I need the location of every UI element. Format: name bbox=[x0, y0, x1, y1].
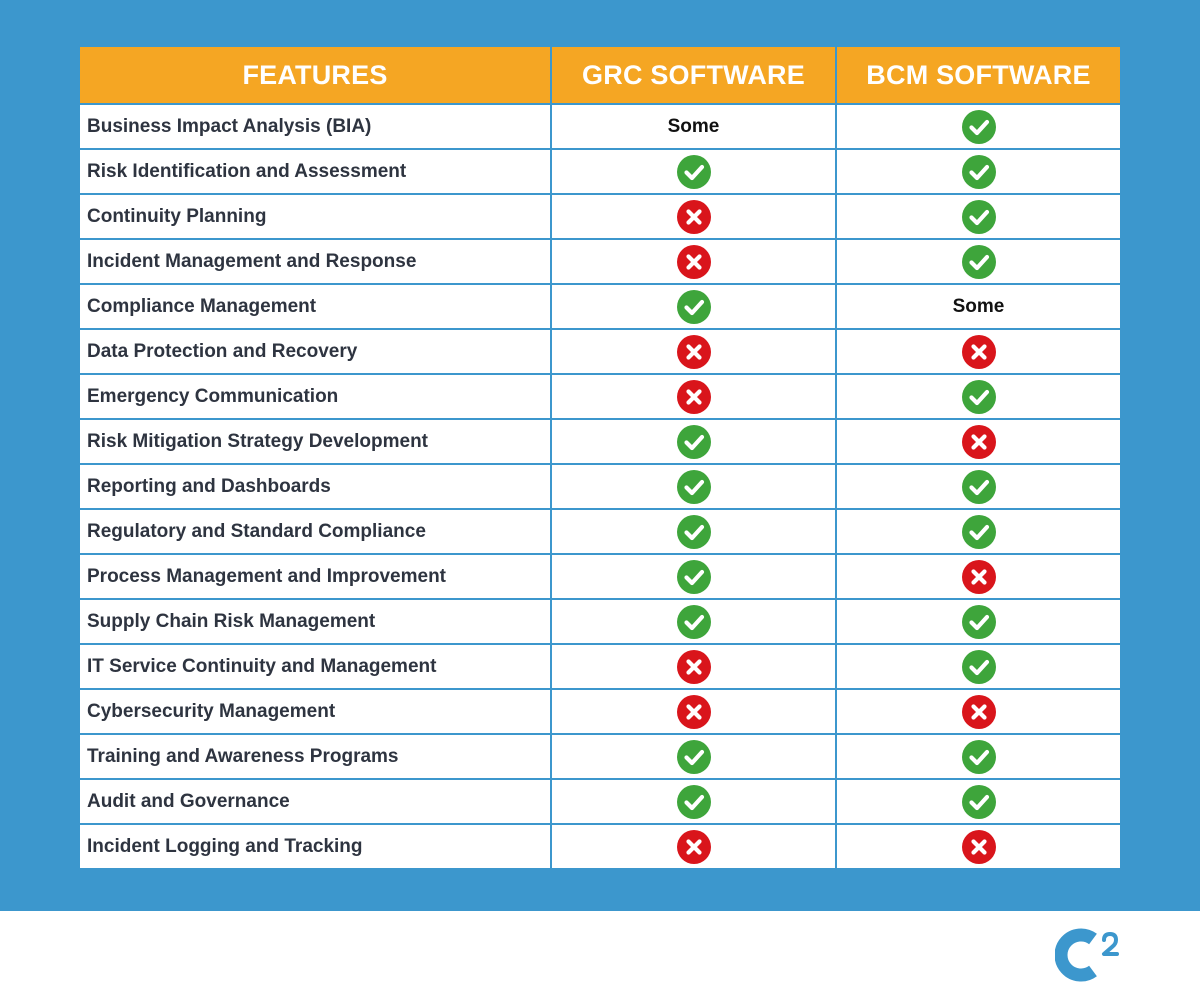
bcm-support-cell bbox=[837, 420, 1120, 463]
grc-support-cell bbox=[552, 150, 835, 193]
bcm-support-cell bbox=[837, 150, 1120, 193]
header-grc-software: GRC SOFTWARE bbox=[552, 47, 835, 103]
bcm-support-cell bbox=[837, 600, 1120, 643]
cross-icon bbox=[676, 334, 711, 369]
grc-support-cell bbox=[552, 510, 835, 553]
check-icon bbox=[961, 199, 996, 234]
feature-name: Audit and Governance bbox=[80, 780, 550, 823]
cross-icon bbox=[961, 334, 996, 369]
bcm-support-cell bbox=[837, 645, 1120, 688]
check-icon bbox=[676, 739, 711, 774]
bcm-support-cell bbox=[837, 195, 1120, 238]
header-bcm-software: BCM SOFTWARE bbox=[837, 47, 1120, 103]
check-icon bbox=[676, 604, 711, 639]
cross-icon bbox=[961, 829, 996, 864]
check-icon bbox=[676, 424, 711, 459]
cross-icon bbox=[676, 694, 711, 729]
bcm-support-cell: Some bbox=[837, 285, 1120, 328]
grc-support-cell bbox=[552, 690, 835, 733]
cross-icon bbox=[676, 649, 711, 684]
feature-name: Data Protection and Recovery bbox=[80, 330, 550, 373]
c2-logo-icon bbox=[1054, 925, 1121, 985]
grc-support-cell bbox=[552, 465, 835, 508]
bcm-support-cell bbox=[837, 735, 1120, 778]
partial-support-label: Some bbox=[952, 295, 1005, 317]
grc-support-cell bbox=[552, 600, 835, 643]
bcm-support-cell bbox=[837, 375, 1120, 418]
feature-name: Cybersecurity Management bbox=[80, 690, 550, 733]
bcm-support-cell bbox=[837, 690, 1120, 733]
grc-support-cell bbox=[552, 240, 835, 283]
check-icon bbox=[961, 604, 996, 639]
feature-name: Compliance Management bbox=[80, 285, 550, 328]
cross-icon bbox=[961, 694, 996, 729]
bcm-support-cell bbox=[837, 510, 1120, 553]
grc-support-cell bbox=[552, 375, 835, 418]
feature-name: Training and Awareness Programs bbox=[80, 735, 550, 778]
check-icon bbox=[961, 649, 996, 684]
feature-name: Process Management and Improvement bbox=[80, 555, 550, 598]
bcm-support-cell bbox=[837, 825, 1120, 868]
grc-support-cell: Some bbox=[552, 105, 835, 148]
feature-name: IT Service Continuity and Management bbox=[80, 645, 550, 688]
grc-support-cell bbox=[552, 645, 835, 688]
check-icon bbox=[961, 514, 996, 549]
grc-support-cell bbox=[552, 420, 835, 463]
grc-support-cell bbox=[552, 195, 835, 238]
feature-name: Business Impact Analysis (BIA) bbox=[80, 105, 550, 148]
grc-support-cell bbox=[552, 825, 835, 868]
partial-support-label: Some bbox=[667, 115, 720, 137]
check-icon bbox=[676, 469, 711, 504]
grc-support-cell bbox=[552, 285, 835, 328]
bcm-support-cell bbox=[837, 330, 1120, 373]
bcm-support-cell bbox=[837, 780, 1120, 823]
check-icon bbox=[676, 514, 711, 549]
check-icon bbox=[961, 109, 996, 144]
cross-icon bbox=[676, 829, 711, 864]
grc-support-cell bbox=[552, 780, 835, 823]
header-features: FEATURES bbox=[80, 47, 550, 103]
check-icon bbox=[676, 289, 711, 324]
feature-name: Supply Chain Risk Management bbox=[80, 600, 550, 643]
check-icon bbox=[961, 154, 996, 189]
grc-support-cell bbox=[552, 735, 835, 778]
feature-name: Risk Mitigation Strategy Development bbox=[80, 420, 550, 463]
check-icon bbox=[961, 784, 996, 819]
grc-support-cell bbox=[552, 555, 835, 598]
check-icon bbox=[676, 154, 711, 189]
bcm-support-cell bbox=[837, 240, 1120, 283]
feature-name: Risk Identification and Assessment bbox=[80, 150, 550, 193]
cross-icon bbox=[961, 559, 996, 594]
feature-name: Reporting and Dashboards bbox=[80, 465, 550, 508]
feature-name: Regulatory and Standard Compliance bbox=[80, 510, 550, 553]
cross-icon bbox=[676, 244, 711, 279]
check-icon bbox=[961, 379, 996, 414]
feature-name: Incident Management and Response bbox=[80, 240, 550, 283]
check-icon bbox=[961, 244, 996, 279]
feature-name: Emergency Communication bbox=[80, 375, 550, 418]
bcm-support-cell bbox=[837, 105, 1120, 148]
comparison-table: FEATURES GRC SOFTWARE BCM SOFTWARE Busin… bbox=[80, 47, 1120, 868]
check-icon bbox=[676, 784, 711, 819]
cross-icon bbox=[961, 424, 996, 459]
check-icon bbox=[676, 559, 711, 594]
bcm-support-cell bbox=[837, 465, 1120, 508]
feature-name: Incident Logging and Tracking bbox=[80, 825, 550, 868]
cross-icon bbox=[676, 379, 711, 414]
grc-support-cell bbox=[552, 330, 835, 373]
feature-name: Continuity Planning bbox=[80, 195, 550, 238]
bcm-support-cell bbox=[837, 555, 1120, 598]
check-icon bbox=[961, 739, 996, 774]
cross-icon bbox=[676, 199, 711, 234]
check-icon bbox=[961, 469, 996, 504]
